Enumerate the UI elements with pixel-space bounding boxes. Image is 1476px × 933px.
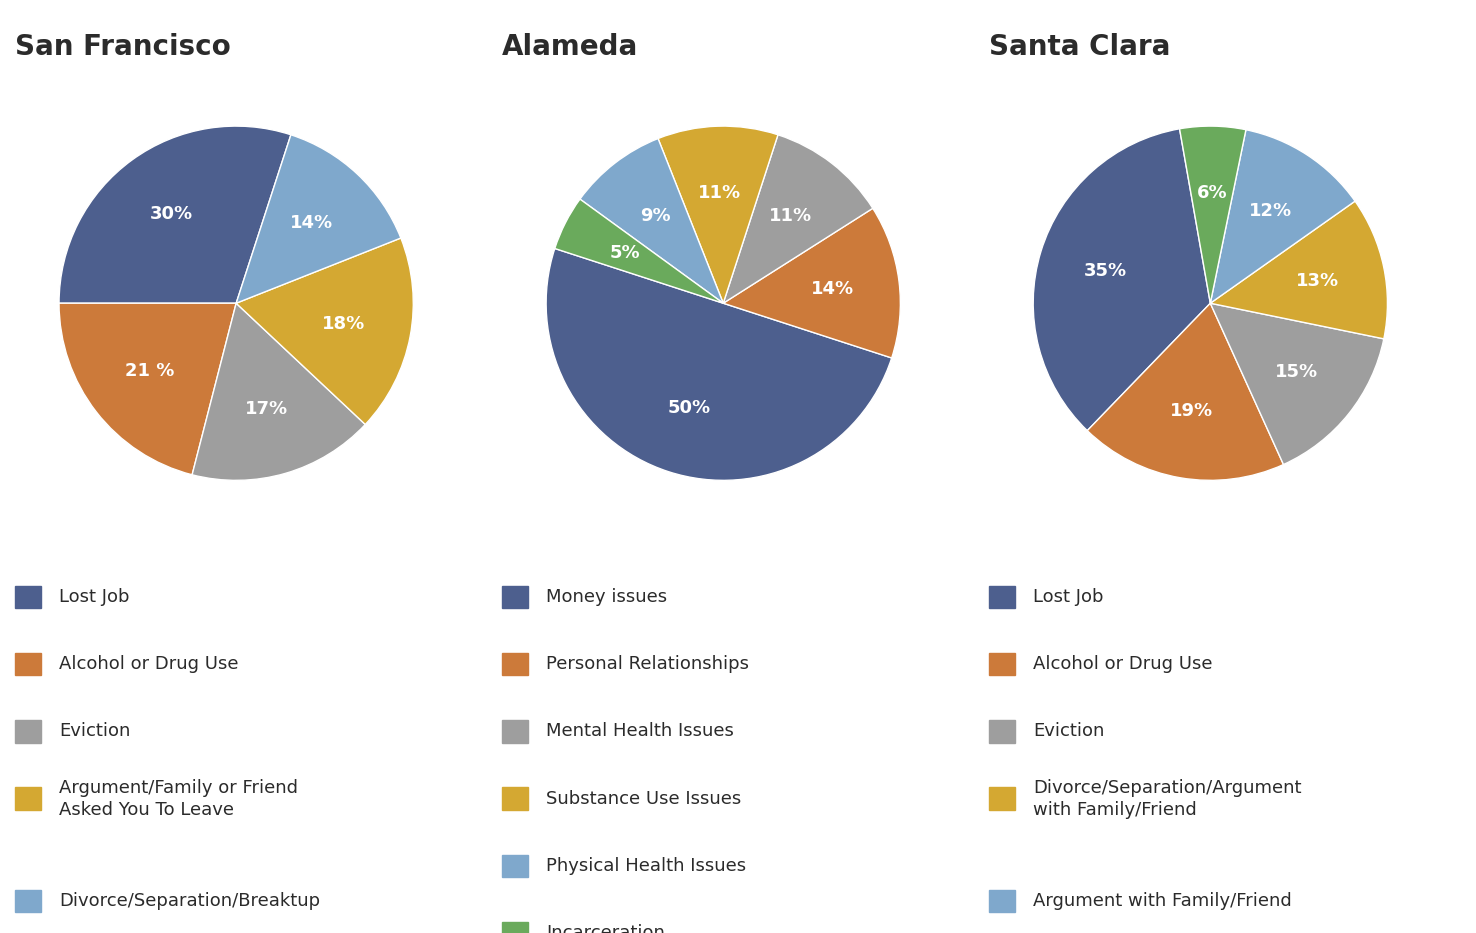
Wedge shape: [1033, 129, 1210, 431]
Wedge shape: [723, 134, 872, 303]
Text: Substance Use Issues: Substance Use Issues: [546, 789, 741, 808]
Text: Alameda: Alameda: [502, 33, 638, 61]
Text: Physical Health Issues: Physical Health Issues: [546, 856, 747, 875]
Text: 18%: 18%: [322, 314, 366, 333]
Wedge shape: [192, 303, 365, 480]
Text: 14%: 14%: [810, 281, 853, 299]
Text: Lost Job: Lost Job: [1033, 588, 1104, 606]
Text: 15%: 15%: [1275, 363, 1318, 381]
Text: Personal Relationships: Personal Relationships: [546, 655, 750, 674]
Wedge shape: [236, 238, 413, 425]
Text: 9%: 9%: [641, 207, 672, 226]
Wedge shape: [59, 303, 236, 475]
Text: 19%: 19%: [1170, 402, 1213, 421]
Text: 12%: 12%: [1249, 202, 1292, 220]
Text: Divorce/Separation/Breaktup: Divorce/Separation/Breaktup: [59, 892, 320, 911]
Text: 17%: 17%: [245, 399, 288, 418]
Text: Divorce/Separation/Argument
with Family/Friend: Divorce/Separation/Argument with Family/…: [1033, 778, 1302, 819]
Wedge shape: [658, 126, 778, 303]
Wedge shape: [59, 126, 291, 303]
Text: Argument with Family/Friend: Argument with Family/Friend: [1033, 892, 1292, 911]
Wedge shape: [1088, 303, 1284, 480]
Text: Eviction: Eviction: [59, 722, 130, 741]
Text: Alcohol or Drug Use: Alcohol or Drug Use: [59, 655, 239, 674]
Text: Argument/Family or Friend
Asked You To Leave: Argument/Family or Friend Asked You To L…: [59, 778, 298, 819]
Text: 11%: 11%: [698, 185, 741, 202]
Wedge shape: [723, 208, 900, 358]
Text: Incarceration: Incarceration: [546, 924, 666, 933]
Wedge shape: [1210, 130, 1355, 303]
Text: 50%: 50%: [667, 398, 711, 417]
Text: 35%: 35%: [1083, 262, 1126, 280]
Text: Mental Health Issues: Mental Health Issues: [546, 722, 734, 741]
Wedge shape: [546, 248, 892, 480]
Wedge shape: [236, 134, 401, 303]
Wedge shape: [1210, 303, 1384, 465]
Text: 6%: 6%: [1197, 185, 1227, 202]
Text: Santa Clara: Santa Clara: [989, 33, 1170, 61]
Text: Money issues: Money issues: [546, 588, 667, 606]
Text: 14%: 14%: [289, 215, 334, 232]
Wedge shape: [1179, 126, 1246, 303]
Text: Lost Job: Lost Job: [59, 588, 130, 606]
Text: Alcohol or Drug Use: Alcohol or Drug Use: [1033, 655, 1213, 674]
Text: 30%: 30%: [151, 205, 193, 223]
Text: 13%: 13%: [1296, 272, 1339, 290]
Text: 5%: 5%: [610, 244, 641, 262]
Text: 21 %: 21 %: [124, 361, 174, 380]
Text: San Francisco: San Francisco: [15, 33, 230, 61]
Text: Eviction: Eviction: [1033, 722, 1104, 741]
Wedge shape: [555, 199, 723, 303]
Wedge shape: [1210, 202, 1387, 339]
Wedge shape: [580, 138, 723, 303]
Text: 11%: 11%: [769, 207, 812, 226]
